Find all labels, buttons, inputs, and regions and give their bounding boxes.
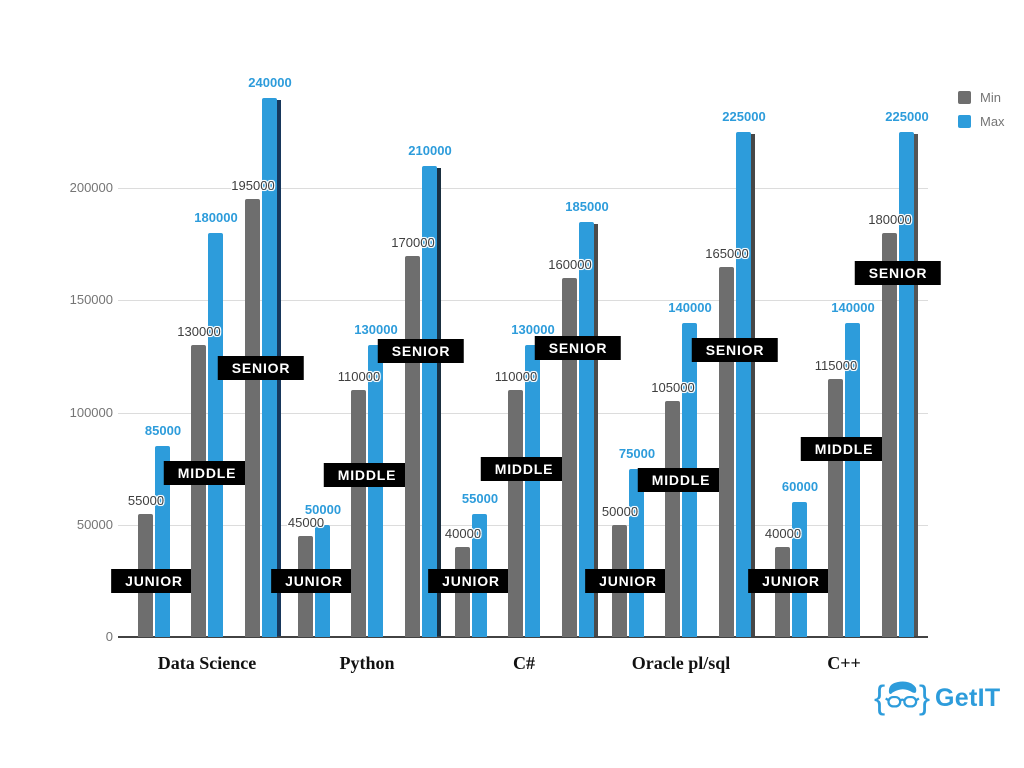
y-axis-tick-label: 200000: [69, 180, 113, 196]
max-bar: [629, 468, 644, 637]
max-bar-shadow: [594, 223, 598, 636]
max-bar: [208, 233, 223, 637]
max-bar-shadow: [437, 167, 441, 636]
svg-text:{: {: [874, 679, 885, 716]
geek-glasses: [885, 695, 920, 708]
level-label-senior: SENIOR: [217, 355, 305, 380]
min-value-label: 170000: [391, 234, 435, 250]
min-value-label: 105000: [651, 380, 695, 396]
legend-max-label: Max: [980, 114, 1005, 129]
min-bar: [191, 345, 206, 637]
level-label-middle: MIDDLE: [637, 467, 725, 492]
max-bar: [422, 165, 437, 637]
min-value-label: 180000: [868, 212, 912, 228]
min-value-label: 160000: [548, 256, 592, 272]
legend-max-swatch: [958, 115, 971, 128]
min-value-label: 110000: [494, 369, 538, 385]
level-label-middle: MIDDLE: [163, 461, 251, 486]
level-label-junior: JUNIOR: [111, 568, 197, 593]
max-value-label: 130000: [354, 322, 398, 338]
level-label-senior: SENIOR: [534, 335, 622, 360]
min-bar: [665, 401, 680, 637]
min-bar: [882, 233, 897, 637]
y-axis-tick-label: 100000: [69, 404, 113, 420]
max-value-label: 85000: [144, 423, 182, 439]
max-bar: [525, 345, 540, 637]
max-bar-shadow: [914, 134, 918, 636]
max-bar: [736, 132, 751, 637]
getit-logo-text: GetIT: [935, 683, 1001, 712]
y-axis-tick-label: 0: [105, 629, 113, 644]
y-axis-tick-label: 150000: [69, 292, 113, 308]
max-value-label: 140000: [668, 299, 712, 315]
max-value-label: 55000: [461, 490, 499, 506]
level-label-middle: MIDDLE: [323, 463, 411, 488]
legend-min-label: Min: [980, 90, 1001, 105]
min-value-label: 130000: [177, 324, 221, 340]
gridline: [118, 300, 928, 302]
level-label-junior: JUNIOR: [585, 568, 671, 593]
level-label-junior: JUNIOR: [428, 568, 514, 593]
category-label: Data Science: [157, 653, 257, 673]
max-value-label: 225000: [885, 109, 929, 125]
min-value-label: 115000: [814, 357, 858, 373]
min-bar: [245, 199, 260, 637]
min-value-label: 50000: [601, 503, 639, 519]
min-value-label: 110000: [337, 369, 381, 385]
level-label-senior: SENIOR: [377, 338, 465, 363]
max-bar-shadow: [751, 134, 755, 636]
category-label: Python: [339, 653, 395, 673]
max-value-label: 130000: [511, 322, 555, 338]
min-value-label: 55000: [127, 492, 165, 508]
min-value-label: 195000: [231, 178, 275, 194]
min-bar: [508, 390, 523, 637]
category-label: C#: [513, 653, 535, 673]
max-value-label: 140000: [831, 299, 875, 315]
level-label-junior: JUNIOR: [271, 568, 357, 593]
min-value-label: 45000: [287, 515, 325, 531]
min-bar: [719, 266, 734, 637]
level-label-senior: SENIOR: [691, 337, 779, 362]
level-label-junior: JUNIOR: [748, 568, 834, 593]
y-axis-tick-label: 50000: [76, 516, 113, 532]
gridline: [118, 412, 928, 414]
min-value-label: 165000: [705, 245, 749, 261]
level-label-middle: MIDDLE: [800, 436, 888, 461]
level-label-senior: SENIOR: [854, 261, 942, 286]
max-value-label: 50000: [304, 501, 342, 517]
x-axis-baseline: [118, 636, 928, 638]
min-bar: [828, 378, 843, 637]
max-value-label: 185000: [565, 198, 609, 214]
max-bar: [368, 345, 383, 637]
legend-item-min: Min: [958, 90, 1005, 105]
min-value-label: 40000: [444, 526, 482, 542]
legend-item-max: Max: [958, 114, 1005, 129]
max-value-label: 75000: [618, 445, 656, 461]
svg-text:}: }: [919, 679, 930, 716]
max-bar: [579, 221, 594, 637]
geek-hair: [888, 681, 917, 695]
gridline: [118, 524, 928, 526]
max-bar: [845, 322, 860, 637]
max-value-label: 60000: [781, 479, 819, 495]
max-value-label: 180000: [194, 210, 238, 226]
legend-min-swatch: [958, 91, 971, 104]
min-value-label: 40000: [764, 526, 802, 542]
category-label: Oracle pl/sql: [631, 653, 731, 673]
max-value-label: 225000: [722, 109, 766, 125]
min-bar: [562, 277, 577, 637]
chart-legend: Min Max: [958, 90, 1005, 129]
category-label: C++: [827, 653, 861, 673]
gridline: [118, 188, 928, 190]
max-bar: [899, 132, 914, 637]
getit-geek-icon: { }: [874, 679, 930, 716]
level-label-middle: MIDDLE: [480, 456, 568, 481]
max-value-label: 240000: [248, 75, 292, 91]
max-value-label: 210000: [408, 142, 452, 158]
min-bar: [405, 255, 420, 637]
min-bar: [351, 390, 366, 637]
getit-logo: { } GetIT: [874, 677, 1000, 719]
